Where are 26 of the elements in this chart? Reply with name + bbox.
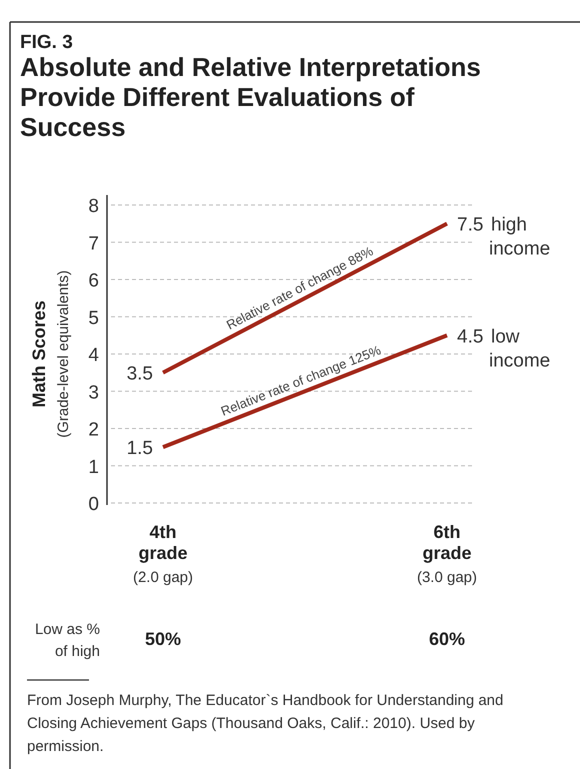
data-label: 1.5 xyxy=(126,438,153,460)
text: high income xyxy=(489,214,550,260)
y-tick-label: 2 xyxy=(88,420,99,440)
chart-subtitle: FIG. 3 xyxy=(20,32,73,53)
y-tick-label: 3 xyxy=(88,382,99,404)
data-label: 3.5 xyxy=(126,364,153,385)
y-tick-label: 7 xyxy=(88,233,99,254)
text: From Joseph Murphy, The Educator`s Handbook for Understanding and Closing Achievement Gaps (Thousand Oaks, Calif.: 2010). Used by permission. xyxy=(27,692,504,755)
y-tick-label: 4 xyxy=(88,345,100,366)
text: Low as % of high xyxy=(34,621,100,660)
text: (2.0 gap) xyxy=(132,569,194,586)
y-tick-label: 8 xyxy=(88,196,99,217)
data-label: 7.5 xyxy=(457,214,484,236)
y-tick-label: 6 xyxy=(88,270,99,292)
x-tick-label: 6th grade xyxy=(422,522,472,563)
y-tick-label: 0 xyxy=(88,494,99,515)
text: 60% xyxy=(428,629,466,649)
chart-title: Absolute and Relative Interpretations Provide Different Evaluations of Success xyxy=(20,52,481,142)
y-tick-label: 5 xyxy=(88,308,99,329)
text: 50% xyxy=(144,629,182,649)
data-label: 4.5 xyxy=(457,326,484,348)
y-axis-title: Math Scores (Grade-level equivalents) xyxy=(29,270,72,438)
y-tick-label: 1 xyxy=(88,456,99,478)
text: low income xyxy=(489,326,550,372)
x-tick-label: 4th grade xyxy=(138,522,188,563)
text: (3.0 gap) xyxy=(416,569,478,586)
